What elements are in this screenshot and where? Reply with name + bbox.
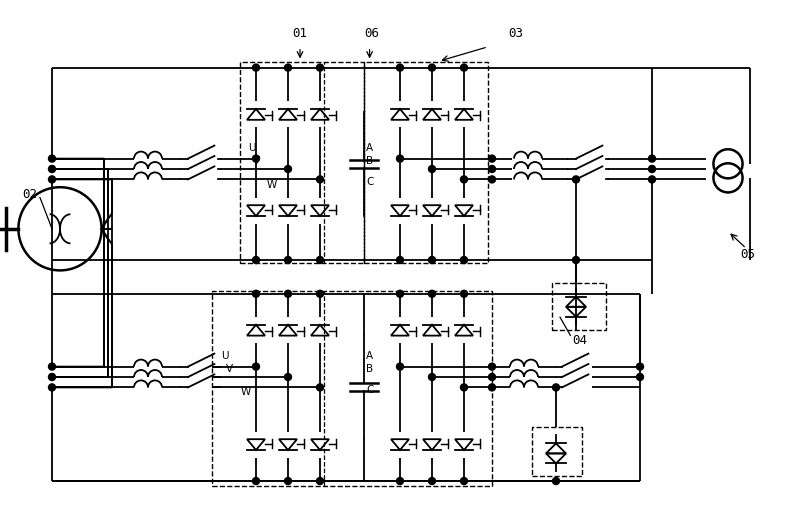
Circle shape: [317, 176, 323, 183]
Circle shape: [397, 64, 403, 71]
Bar: [532, 427, 582, 476]
Text: A: A: [366, 352, 374, 361]
Circle shape: [429, 256, 435, 264]
Circle shape: [253, 363, 259, 370]
Bar: [212, 291, 492, 486]
Circle shape: [285, 373, 291, 381]
Bar: [552, 283, 606, 330]
Circle shape: [49, 363, 55, 370]
Circle shape: [397, 256, 403, 264]
Text: A: A: [366, 144, 374, 153]
Text: B: B: [366, 365, 374, 374]
Circle shape: [285, 165, 291, 173]
Circle shape: [429, 165, 435, 173]
Circle shape: [489, 384, 495, 391]
Text: U: U: [221, 352, 228, 361]
Circle shape: [429, 373, 435, 381]
Text: 04: 04: [572, 334, 587, 347]
Circle shape: [461, 256, 467, 264]
Circle shape: [397, 477, 403, 485]
Circle shape: [429, 64, 435, 71]
Circle shape: [397, 363, 403, 370]
Circle shape: [253, 64, 259, 71]
Text: V: V: [253, 157, 260, 166]
Circle shape: [553, 477, 559, 485]
Circle shape: [461, 384, 467, 391]
Circle shape: [489, 363, 495, 370]
Circle shape: [317, 290, 323, 297]
Text: W: W: [241, 387, 251, 397]
Circle shape: [553, 384, 559, 391]
Circle shape: [317, 384, 323, 391]
Circle shape: [49, 176, 55, 183]
Circle shape: [253, 290, 259, 297]
Circle shape: [573, 256, 579, 264]
Circle shape: [285, 290, 291, 297]
Circle shape: [49, 384, 55, 391]
Circle shape: [253, 155, 259, 162]
Text: 01: 01: [292, 27, 307, 40]
Circle shape: [285, 64, 291, 71]
Text: 06: 06: [364, 27, 379, 40]
Circle shape: [397, 155, 403, 162]
Circle shape: [317, 477, 323, 485]
Circle shape: [461, 290, 467, 297]
Bar: [364, 62, 488, 263]
Bar: [240, 62, 364, 263]
Circle shape: [637, 363, 643, 370]
Circle shape: [253, 477, 259, 485]
Circle shape: [489, 165, 495, 173]
Text: B: B: [366, 157, 374, 166]
Circle shape: [397, 290, 403, 297]
Circle shape: [285, 477, 291, 485]
Text: U: U: [248, 144, 255, 153]
Text: V: V: [226, 365, 234, 374]
Circle shape: [573, 176, 579, 183]
Circle shape: [637, 373, 643, 381]
Text: C: C: [366, 385, 374, 395]
Circle shape: [461, 477, 467, 485]
Circle shape: [317, 64, 323, 71]
Circle shape: [429, 477, 435, 485]
Circle shape: [317, 256, 323, 264]
Circle shape: [285, 256, 291, 264]
Text: 02: 02: [22, 188, 38, 201]
Circle shape: [649, 165, 655, 173]
Circle shape: [49, 373, 55, 381]
Circle shape: [649, 155, 655, 162]
Circle shape: [649, 176, 655, 183]
Text: 05: 05: [740, 249, 755, 261]
Circle shape: [461, 176, 467, 183]
Circle shape: [253, 256, 259, 264]
Circle shape: [489, 155, 495, 162]
Circle shape: [49, 155, 55, 162]
Circle shape: [461, 64, 467, 71]
Text: 03: 03: [508, 27, 523, 40]
Text: W: W: [266, 180, 277, 190]
Circle shape: [49, 165, 55, 173]
Circle shape: [429, 290, 435, 297]
Circle shape: [489, 176, 495, 183]
Text: C: C: [366, 177, 374, 187]
Circle shape: [489, 373, 495, 381]
